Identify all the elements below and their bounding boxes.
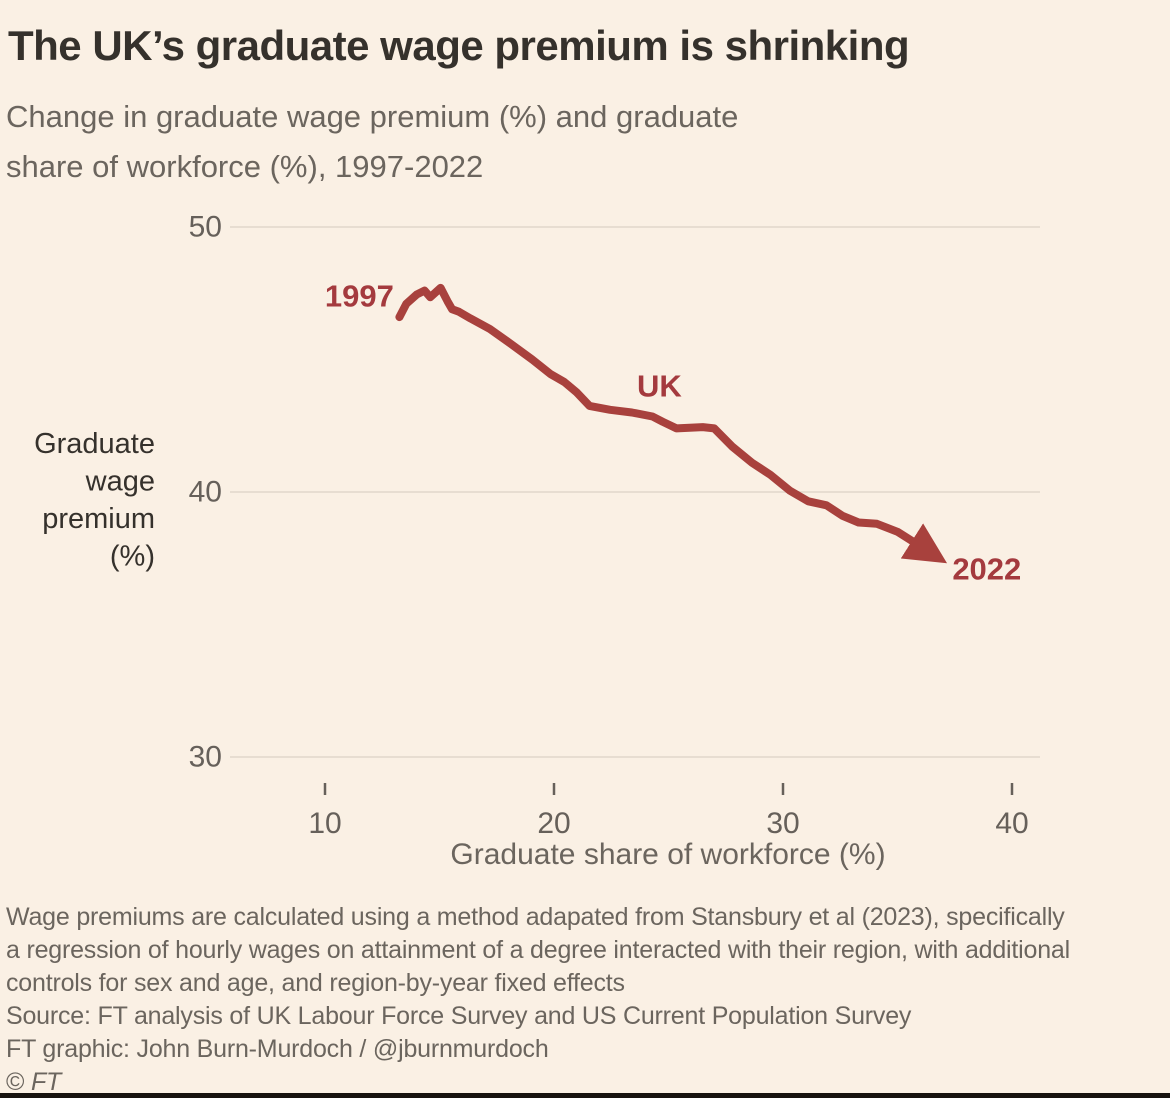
x-tick-label: 30 xyxy=(766,807,799,840)
line-label-2022: 2022 xyxy=(952,551,1021,586)
y-axis-title-line-2: wage xyxy=(85,466,155,498)
y-axis-title-line-4: (%) xyxy=(110,541,155,573)
footnote-line-2: a regression of hourly wages on attainme… xyxy=(6,936,1070,964)
chart-title: The UK’s graduate wage premium is shrink… xyxy=(8,22,910,69)
uk-line xyxy=(395,283,948,564)
line-label-uk: UK xyxy=(637,369,682,404)
bottom-bar xyxy=(0,1093,1170,1098)
y-axis-title-line-1: Graduate xyxy=(34,428,155,460)
y-tick-label: 40 xyxy=(189,476,222,509)
chart-notes: Wage premiums are calculated using a met… xyxy=(6,901,1070,1098)
x-tick-label: 10 xyxy=(308,807,341,840)
footnote-line-3: controls for sex and age, and region-by-… xyxy=(6,969,625,997)
credit-line: FT graphic: John Burn-Murdoch / @jburnmu… xyxy=(6,1035,549,1063)
y-tick-label: 50 xyxy=(189,211,222,244)
y-axis-title-line-3: premium xyxy=(42,503,155,535)
source-line: Source: FT analysis of UK Labour Force S… xyxy=(6,1002,912,1030)
chart-subtitle: Change in graduate wage premium (%) and … xyxy=(6,92,738,192)
y-tick-label: 30 xyxy=(189,741,222,774)
chart-subtitle-line-1: Change in graduate wage premium (%) and … xyxy=(6,99,739,134)
copyright-name: FT xyxy=(30,1068,62,1096)
x-axis-title: Graduate share of workforce (%) xyxy=(450,838,885,871)
copyright-line: © FT xyxy=(6,1066,1070,1098)
copyright-symbol: © xyxy=(6,1068,25,1096)
x-tick-label: 20 xyxy=(537,807,570,840)
chart-plot-area: 50 40 30 10 20 30 40 Graduate share of workforc… xyxy=(34,211,1040,871)
footnote-line-1: Wage premiums are calculated using a met… xyxy=(6,903,1065,931)
x-tick-label: 40 xyxy=(995,807,1028,840)
line-label-1997: 1997 xyxy=(325,278,394,313)
chart-subtitle-line-2: share of workforce (%), 1997-2022 xyxy=(6,149,484,184)
